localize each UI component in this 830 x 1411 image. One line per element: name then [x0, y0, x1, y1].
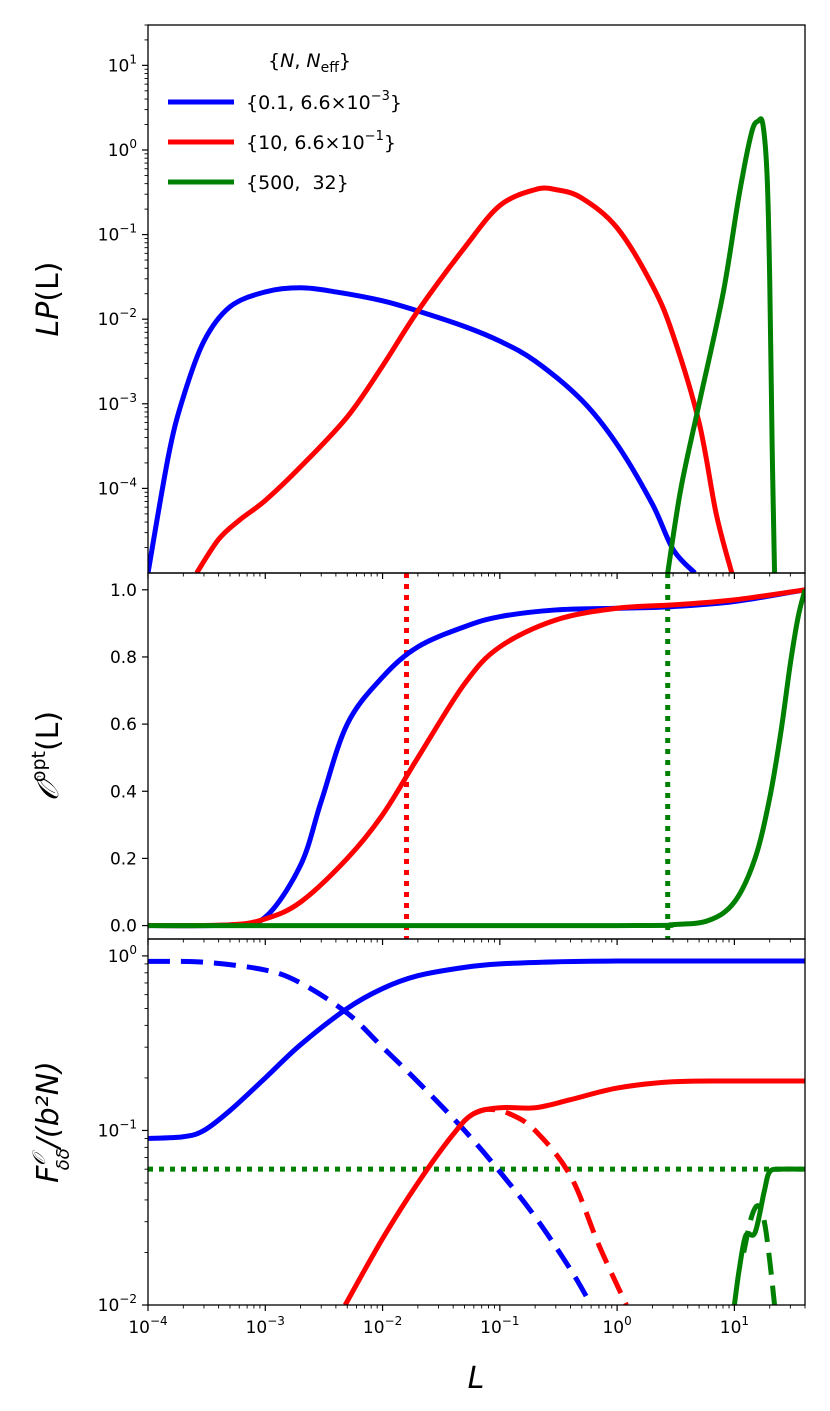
top-series-0 [148, 285, 697, 573]
middle-panel-ylabel: 𝒪opt(L) [28, 711, 66, 801]
bottom-panel-ticks: 10−2 10−1 100 10−4 10−3 10−2 10−1 100 101 [98, 943, 806, 1338]
top-panel-lines [148, 116, 778, 573]
middle-panel-frame [147, 572, 806, 940]
mid-ytick-label-0: 0.0 [110, 917, 137, 937]
bot-series-3 [473, 1106, 629, 1305]
xtick-label-2: 10−2 [363, 1314, 402, 1338]
mid-ytick-label-4: 0.8 [110, 648, 137, 668]
bot-ytick-label-0: 10−2 [98, 1292, 137, 1316]
x-axis-label: L [468, 1361, 485, 1396]
bottom-panel-lines [148, 958, 805, 1305]
legend-label-green: {500, 32} [246, 172, 349, 194]
top-ytick-label-1: 10−3 [98, 391, 137, 415]
top-panel-lp: 10−4 10−3 10−2 10−1 100 101 LP(L) {N, Neff} {… [31, 24, 806, 579]
top-ytick-label-2: 10−2 [98, 306, 137, 330]
mid-ytick-label-5: 1.0 [110, 581, 137, 601]
legend-title: {N, Neff} [268, 50, 351, 76]
mid-ytick-label-2: 0.4 [110, 782, 137, 802]
xtick-label-3: 10−1 [480, 1314, 519, 1338]
mid-ytick-label-1: 0.2 [110, 849, 137, 869]
xtick-label-5: 101 [720, 1314, 749, 1338]
xtick-label-4: 100 [602, 1314, 631, 1338]
bottom-panel-fisher: 10−2 10−1 100 10−4 10−3 10−2 10−1 100 101 F𝒪 δδ/(… [29, 938, 806, 1396]
top-panel-ylabel: LP(L) [31, 262, 66, 337]
bot-series-0 [148, 958, 805, 1141]
bot-series-4 [731, 1166, 805, 1305]
mid-ytick-label-3: 0.6 [110, 715, 137, 735]
mid-series-1 [148, 587, 805, 929]
bot-ytick-label-2: 100 [108, 943, 137, 967]
top-ytick-label-3: 10−1 [98, 222, 137, 246]
legend: {N, Neff} {0.1, 6.6×10−3} {10, 6.6×10−1}… [168, 50, 402, 194]
top-ytick-label-4: 100 [108, 137, 137, 161]
mid-series-0 [148, 587, 805, 929]
xtick-label-0: 10−4 [128, 1314, 167, 1338]
mid-series-2 [148, 589, 805, 929]
bottom-panel-ylabel: F𝒪 δδ/(b²N) [29, 1061, 74, 1183]
top-panel-ticks: 10−4 10−3 10−2 10−1 100 101 [98, 24, 806, 579]
bot-series-2 [342, 1078, 805, 1305]
legend-label-blue: {0.1, 6.6×10−3} [246, 89, 402, 114]
legend-label-red: {10, 6.6×10−1} [246, 129, 396, 154]
top-series-2 [665, 116, 778, 573]
bot-series-5 [741, 1203, 778, 1305]
xtick-label-1: 10−3 [246, 1314, 285, 1338]
bot-ytick-label-1: 10−1 [98, 1117, 137, 1141]
top-series-1 [194, 185, 735, 573]
middle-panel-ticks: 0.0 0.2 0.4 0.6 0.8 1.0 [110, 581, 806, 945]
top-ytick-label-0: 10−4 [98, 475, 137, 499]
middle-panel-lines [148, 573, 805, 939]
bot-series-1 [148, 958, 594, 1305]
bottom-panel-frame [147, 938, 806, 1306]
top-ytick-label-5: 101 [108, 52, 137, 76]
middle-panel-oopt: 0.0 0.2 0.4 0.6 0.8 1.0 𝒪opt(L) [28, 572, 806, 945]
